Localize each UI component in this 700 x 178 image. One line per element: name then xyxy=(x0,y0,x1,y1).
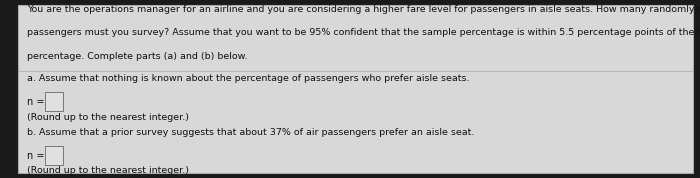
FancyBboxPatch shape xyxy=(45,92,63,111)
Text: You are the operations manager for an airline and you are considering a higher f: You are the operations manager for an ai… xyxy=(27,5,700,14)
Text: a. Assume that nothing is known about the percentage of passengers who prefer ai: a. Assume that nothing is known about th… xyxy=(27,74,469,83)
Text: percentage. Complete parts (a) and (b) below.: percentage. Complete parts (a) and (b) b… xyxy=(27,52,247,61)
Text: (Round up to the nearest integer.): (Round up to the nearest integer.) xyxy=(27,113,188,122)
Text: passengers must you survey? Assume that you want to be 95% confident that the sa: passengers must you survey? Assume that … xyxy=(27,28,700,38)
FancyBboxPatch shape xyxy=(45,146,63,165)
Text: n =: n = xyxy=(27,97,44,107)
Text: n =: n = xyxy=(27,151,44,161)
Text: b. Assume that a prior survey suggests that about 37% of air passengers prefer a: b. Assume that a prior survey suggests t… xyxy=(27,128,474,137)
FancyBboxPatch shape xyxy=(18,5,693,173)
Text: (Round up to the nearest integer.): (Round up to the nearest integer.) xyxy=(27,166,188,176)
